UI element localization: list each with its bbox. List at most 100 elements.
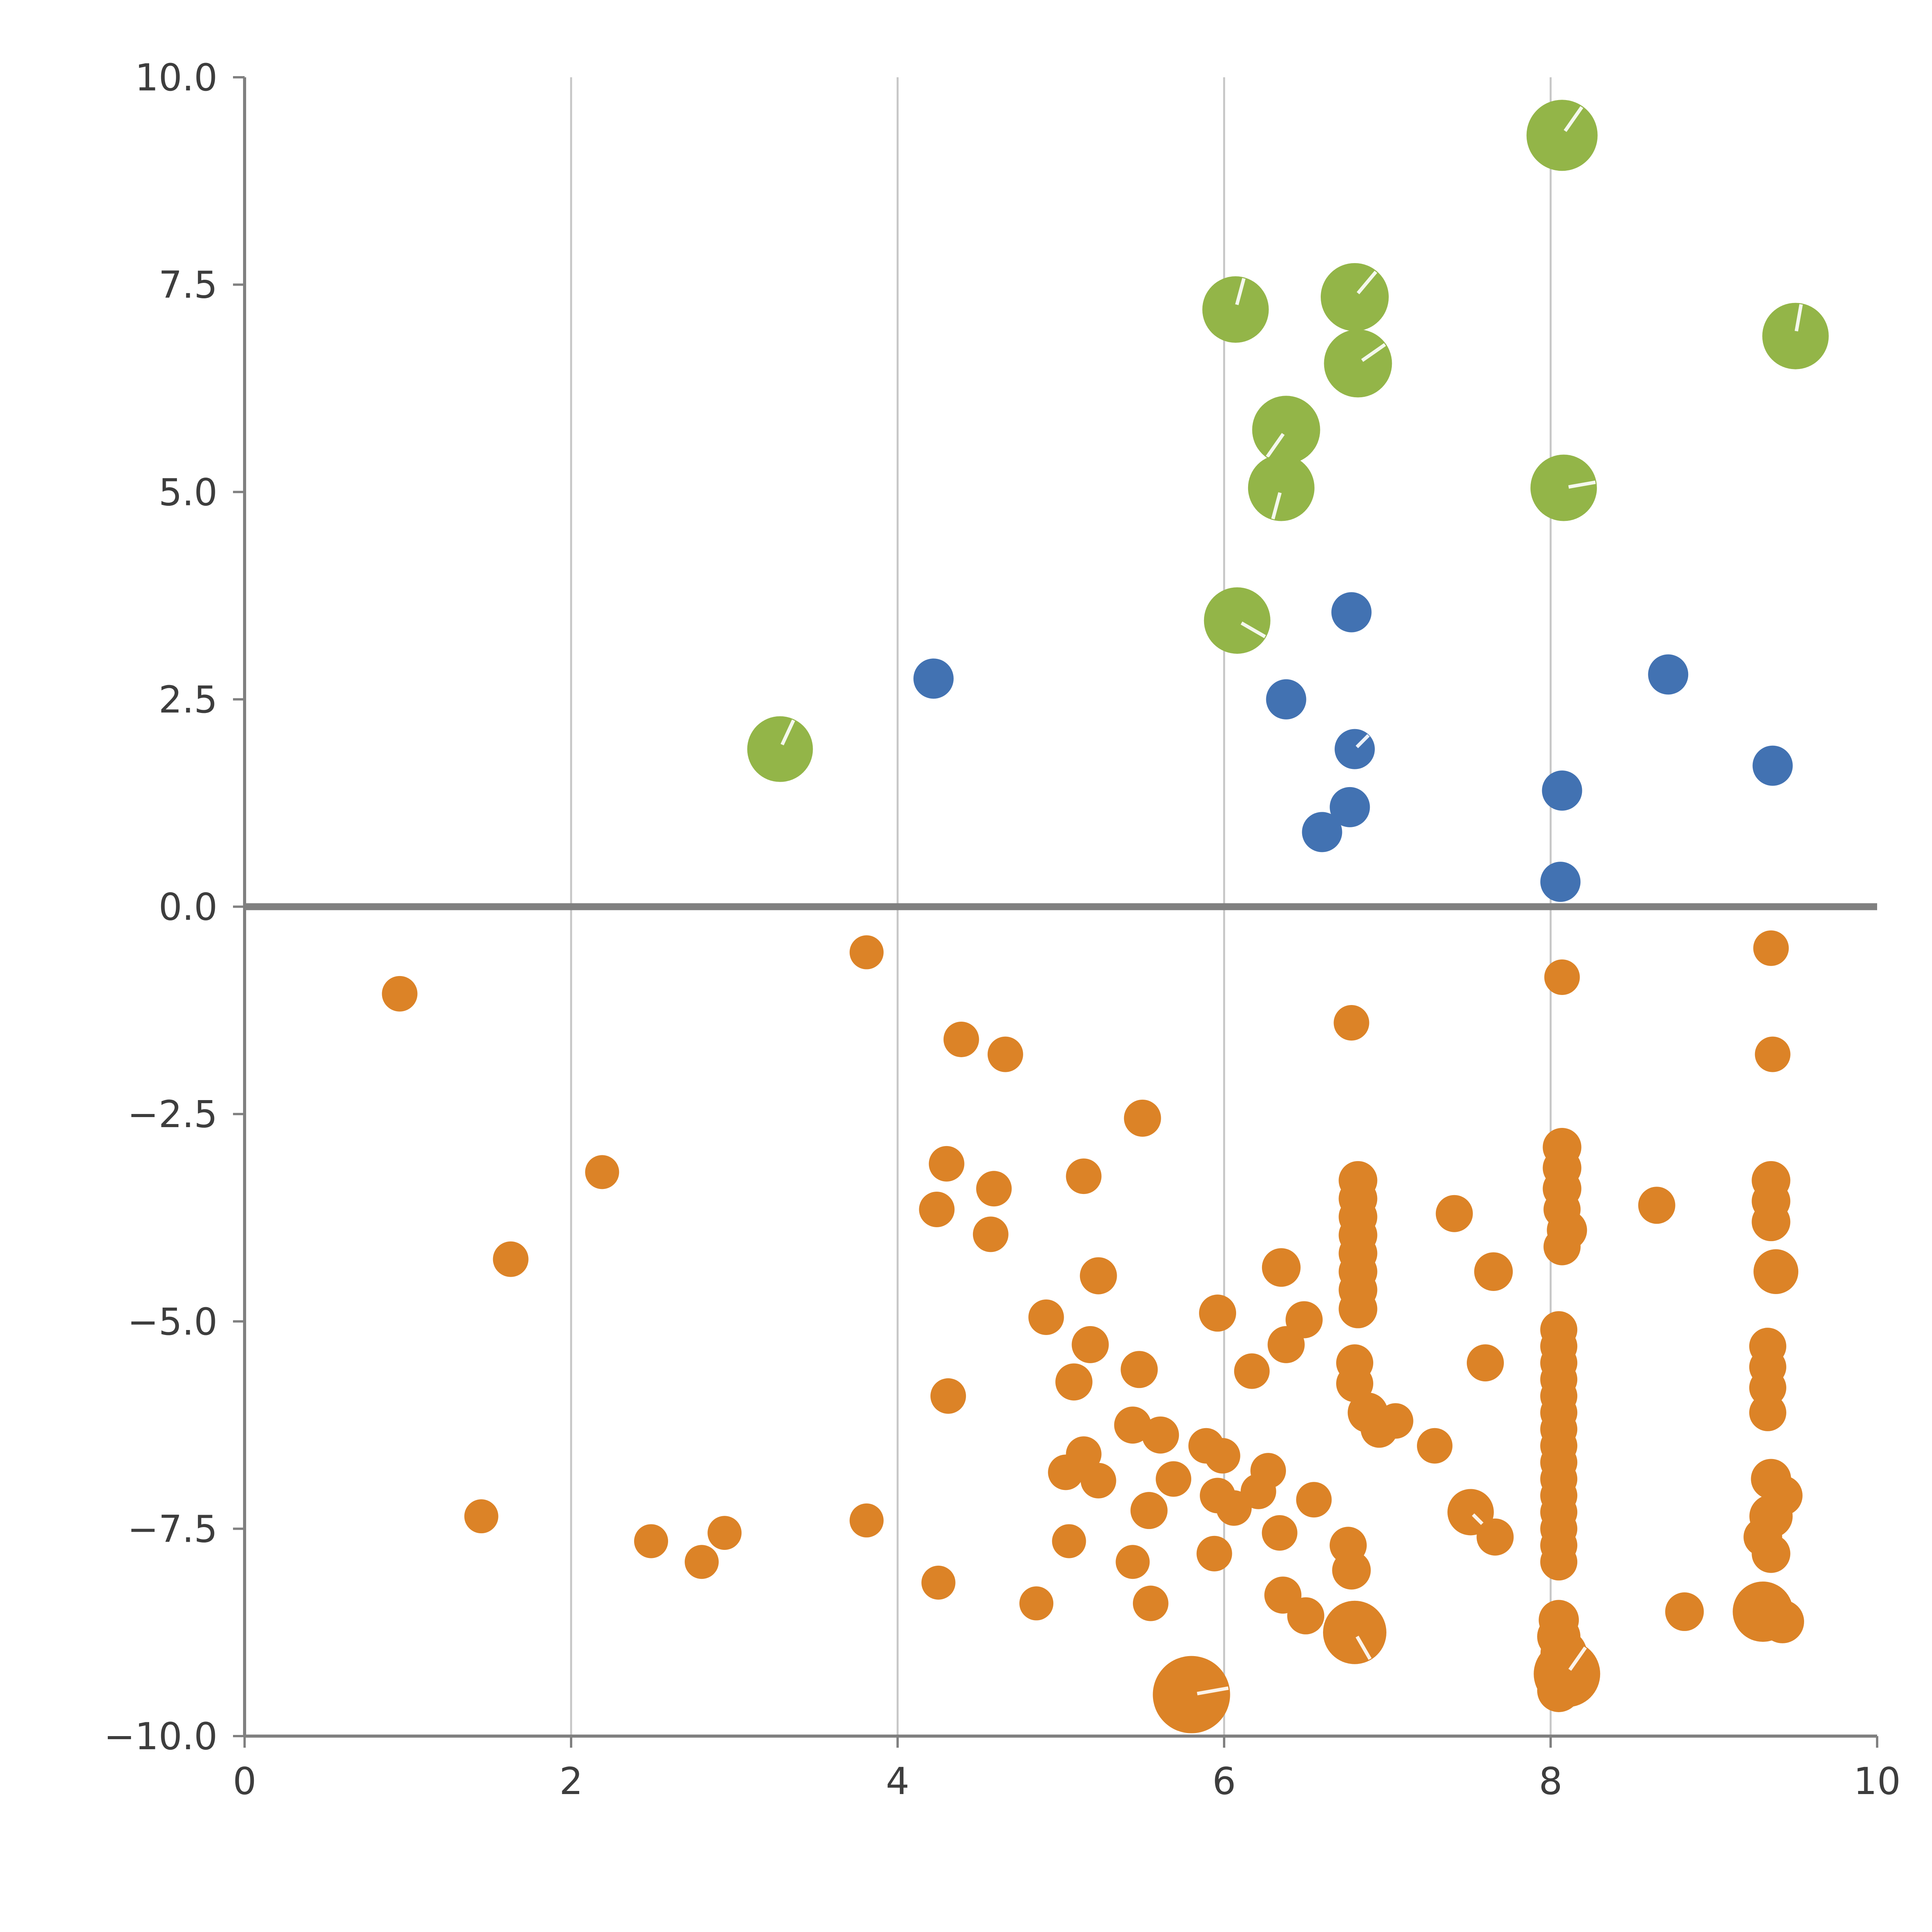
data-point-blue: [1302, 812, 1342, 852]
data-point-orange: [1752, 1202, 1791, 1242]
data-point-blue: [1266, 679, 1306, 719]
data-point-orange: [1537, 1668, 1581, 1712]
y-tick-label: 0.0: [158, 886, 218, 929]
data-point-green: [1202, 276, 1269, 343]
data-point-green: [1321, 263, 1389, 331]
data-point-orange: [1052, 1524, 1086, 1558]
data-point-orange: [1543, 1228, 1581, 1265]
data-point-orange: [1435, 1195, 1473, 1232]
data-point-orange: [1476, 1518, 1514, 1556]
data-point-orange: [1474, 1252, 1513, 1291]
data-point-green: [747, 716, 813, 782]
data-point-blue: [1335, 729, 1375, 769]
data-point-orange: [1199, 1294, 1236, 1332]
data-point-orange: [849, 935, 884, 969]
data-point-orange: [1417, 1428, 1453, 1464]
y-tick-label: 7.5: [158, 264, 218, 307]
y-tick-label: 5.0: [158, 471, 218, 514]
point-slash-mark: [1355, 734, 1370, 748]
data-point-orange: [1028, 1299, 1064, 1335]
data-point-orange: [1116, 1545, 1150, 1579]
data-point-orange: [707, 1516, 742, 1550]
data-point-orange: [1133, 1585, 1168, 1621]
data-point-orange: [1262, 1248, 1301, 1287]
data-point-orange: [585, 1155, 619, 1189]
point-slash-mark: [1265, 433, 1285, 458]
data-point-orange: [1121, 1351, 1158, 1388]
data-point-orange: [1749, 1394, 1786, 1431]
point-slash-mark: [1235, 278, 1246, 305]
data-point-orange: [973, 1216, 1009, 1252]
data-point-orange: [382, 976, 418, 1012]
data-point-orange: [1234, 1353, 1270, 1389]
point-slash-mark: [1568, 480, 1596, 489]
point-slash-mark: [1563, 106, 1583, 132]
data-point-orange: [1153, 1656, 1230, 1733]
data-point-orange: [1196, 1536, 1232, 1571]
data-point-orange: [1338, 1289, 1378, 1328]
data-point-orange: [1665, 1592, 1704, 1631]
data-point-orange: [1124, 1099, 1161, 1137]
data-point-orange: [943, 1021, 979, 1057]
data-point-orange: [976, 1171, 1012, 1207]
point-slash-mark: [1357, 270, 1378, 294]
y-tick-label: 2.5: [158, 678, 218, 721]
x-tick-label: 4: [886, 1760, 909, 1803]
data-point-orange: [1130, 1492, 1168, 1529]
data-point-orange: [1262, 1515, 1298, 1551]
data-point-blue: [1330, 787, 1370, 827]
data-point-orange: [919, 1191, 955, 1227]
series-blue: [913, 592, 1793, 902]
data-point-green: [1204, 587, 1270, 654]
data-point-orange: [1156, 1461, 1192, 1497]
data-point-orange: [1142, 1416, 1179, 1454]
series-green: [747, 100, 1829, 782]
y-tick-label: 10.0: [135, 56, 218, 99]
data-point-orange: [1204, 1438, 1240, 1474]
y-tick-label: −7.5: [128, 1507, 218, 1551]
point-slash-mark: [1794, 304, 1803, 332]
point-slash-mark: [1568, 1646, 1587, 1671]
data-point-blue: [1331, 592, 1372, 633]
data-point-orange: [1066, 1158, 1102, 1194]
series-orange: [382, 930, 1804, 1733]
data-point-orange: [1540, 1543, 1578, 1581]
data-point-orange: [1240, 1473, 1276, 1509]
data-point-orange: [849, 1503, 884, 1537]
data-point-orange: [1544, 959, 1580, 995]
data-point-blue: [1540, 862, 1581, 902]
data-point-orange: [1048, 1454, 1084, 1490]
data-point-orange: [1378, 1403, 1413, 1439]
data-point-orange: [1323, 1600, 1386, 1664]
data-point-orange: [1753, 930, 1789, 966]
data-point-orange: [634, 1524, 668, 1558]
data-point-blue: [1648, 654, 1689, 695]
data-point-orange: [1755, 1036, 1791, 1072]
x-tick-label: 8: [1539, 1760, 1562, 1803]
data-point-orange: [1071, 1326, 1109, 1363]
x-tick-label: 6: [1212, 1760, 1236, 1803]
point-slash-mark: [1355, 1636, 1372, 1660]
data-point-orange: [685, 1545, 719, 1579]
data-point-orange: [464, 1499, 498, 1534]
point-slash-mark: [781, 719, 795, 746]
data-point-orange: [930, 1378, 966, 1414]
data-point-orange: [1286, 1301, 1323, 1338]
data-point-orange: [1333, 1005, 1369, 1041]
data-point-orange: [1287, 1597, 1325, 1634]
x-tick-label: 10: [1854, 1760, 1901, 1803]
y-tick-label: −10.0: [104, 1715, 218, 1758]
x-axis: 0 2 4 6 8 10: [233, 1736, 1901, 1803]
data-point-green: [1530, 454, 1597, 521]
data-point-orange: [1055, 1363, 1093, 1401]
data-point-orange: [1638, 1187, 1675, 1224]
data-point-orange: [1467, 1344, 1504, 1382]
y-tick-label: −5.0: [128, 1300, 218, 1344]
data-point-green: [1526, 100, 1598, 171]
data-point-orange: [1296, 1482, 1332, 1518]
data-point-orange: [987, 1036, 1023, 1072]
data-point-blue: [1542, 770, 1582, 811]
x-tick-label: 2: [559, 1760, 583, 1803]
